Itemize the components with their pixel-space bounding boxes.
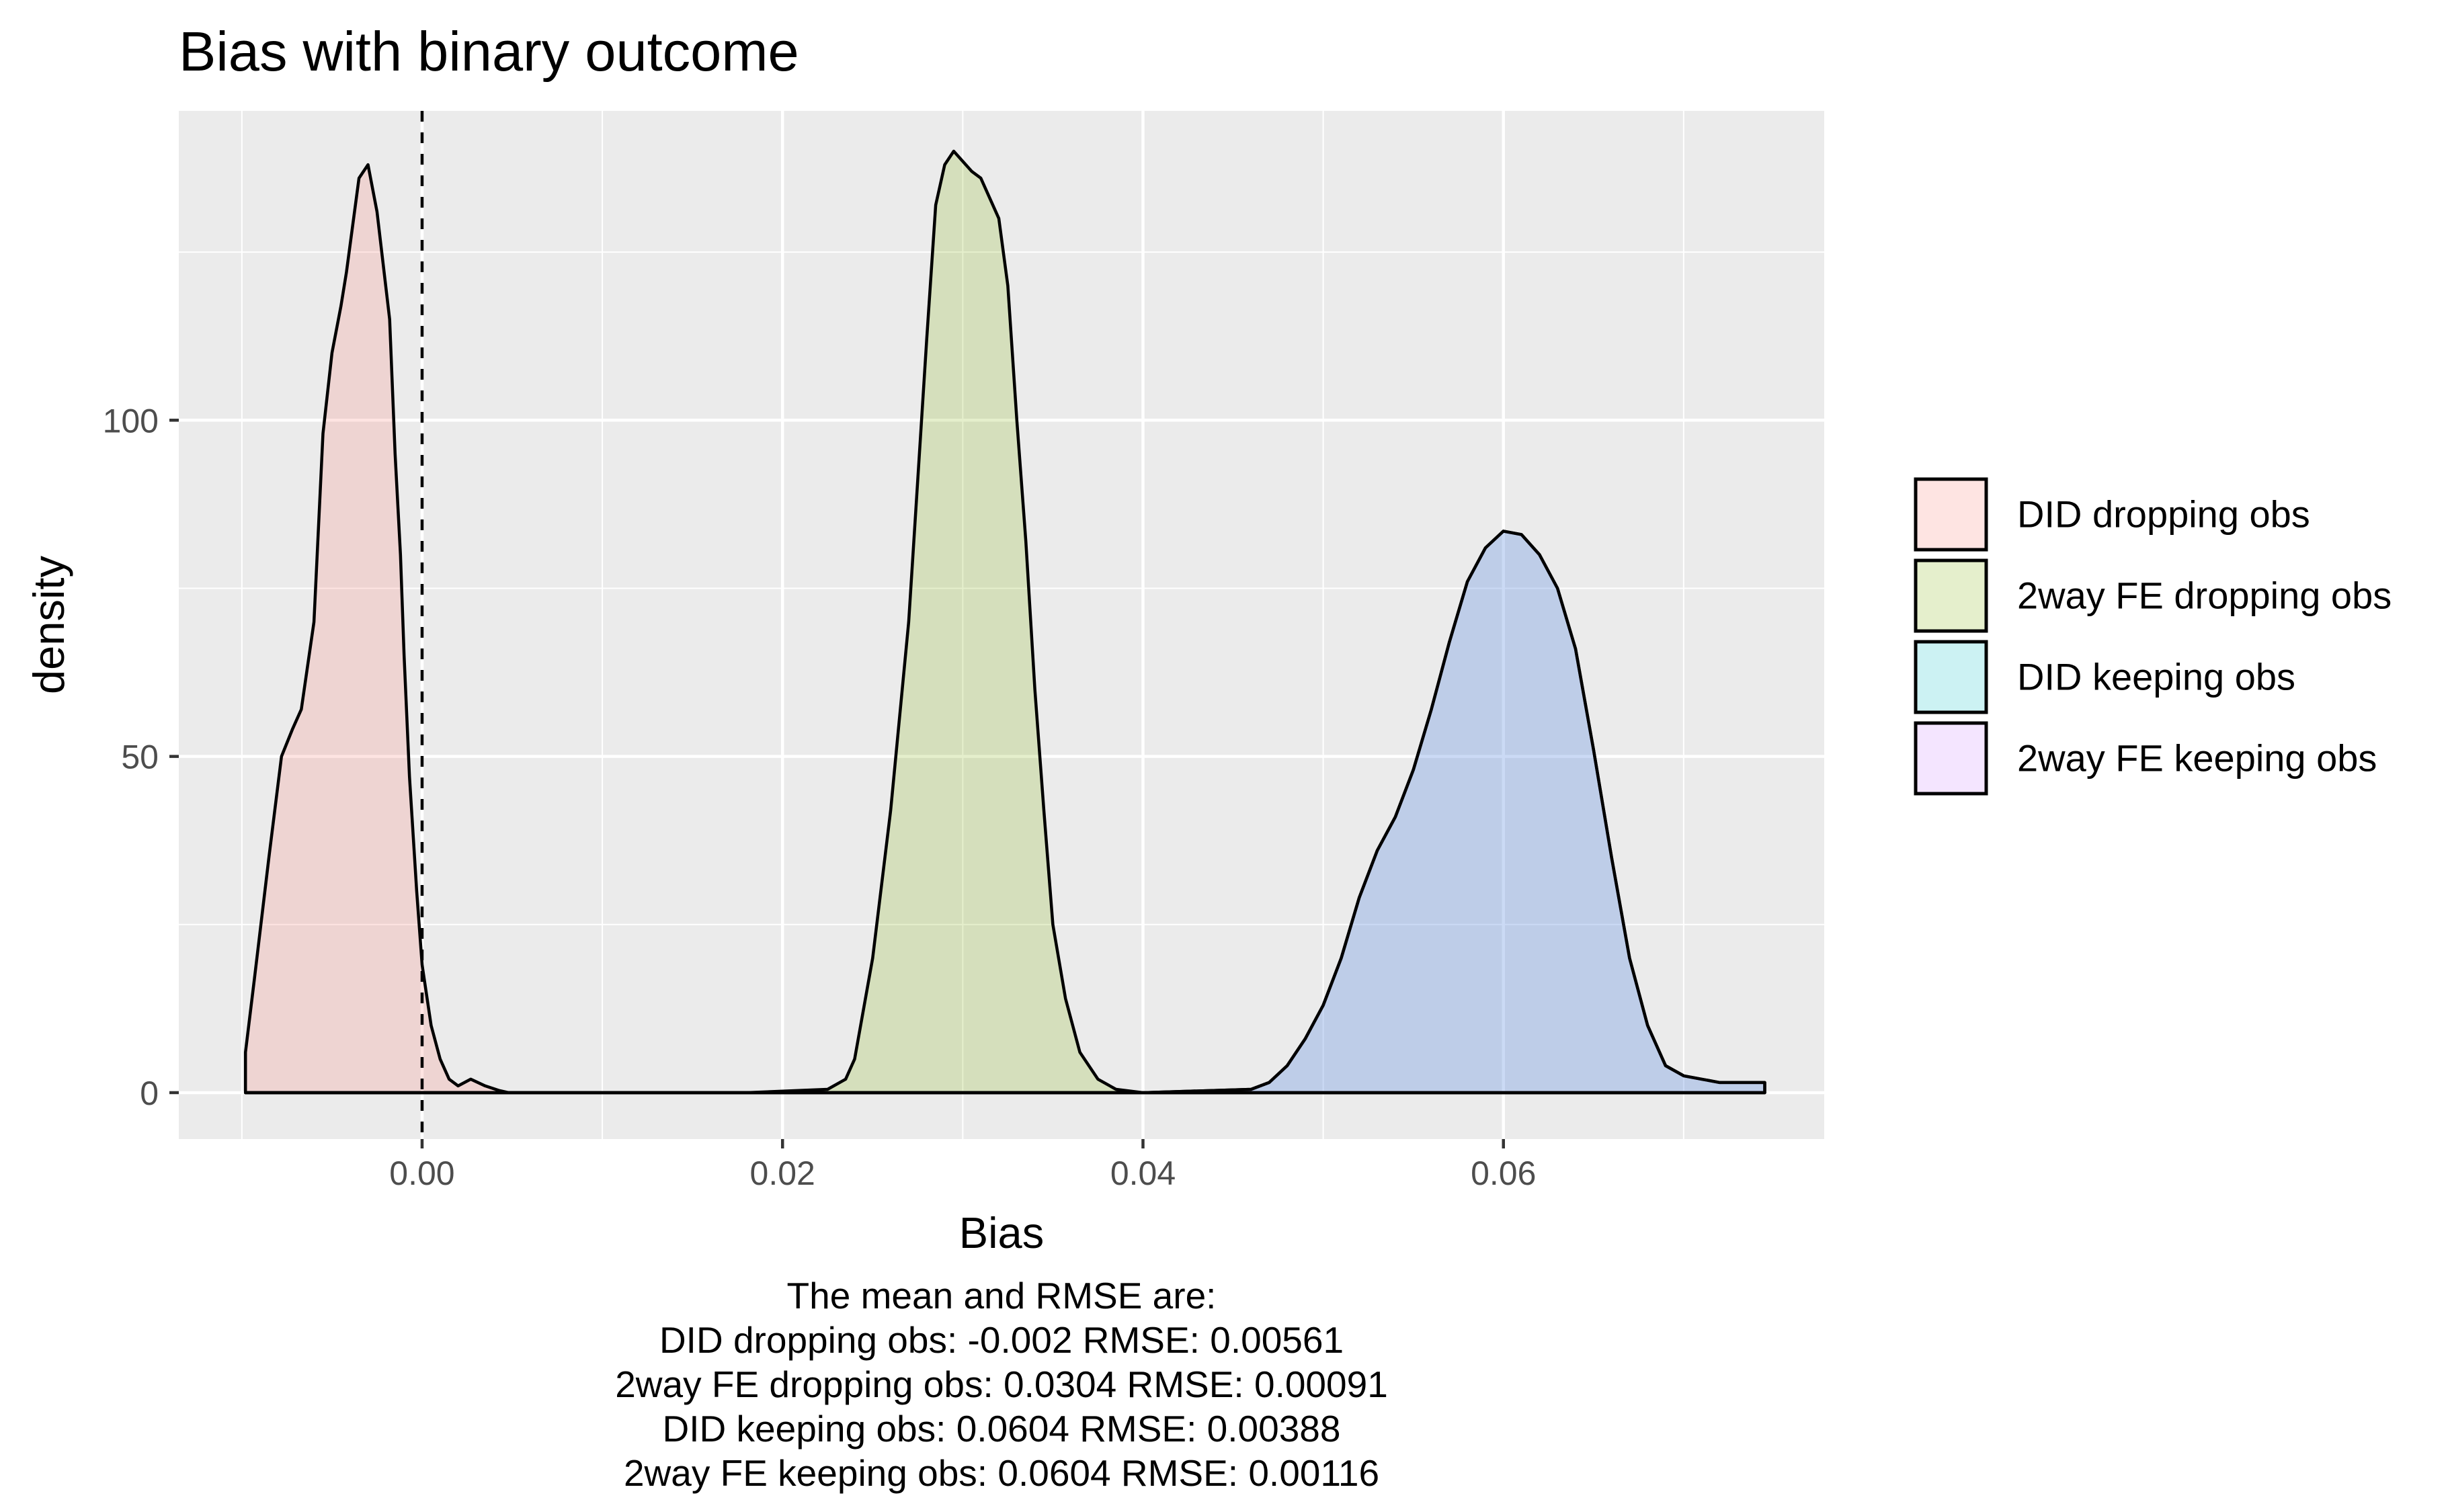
density-series [243,149,1766,1095]
legend: DID dropping obs 2way FE dropping obs DID … [1914,477,2392,796]
x-tick-label: 0.02 [750,1154,815,1192]
legend-key [1914,721,1988,796]
y-tick-label: 0 [140,1075,159,1112]
legend-key-bg [1914,477,1988,552]
caption-line: DID keeping obs: 0.0604 RMSE: 0.00388 [663,1408,1341,1450]
y-tick-label: 50 [121,739,159,776]
legend-label: 2way FE dropping obs [2017,575,2392,617]
caption-line: 2way FE dropping obs: 0.0304 RMSE: 0.000… [615,1363,1388,1405]
legend-key [1914,640,1988,714]
y-axis-title: density [24,556,73,694]
legend-key [1914,477,1988,552]
x-axis-title: Bias [959,1208,1044,1257]
x-tick-label: 0.06 [1471,1154,1536,1192]
x-tick-label: 0.04 [1110,1154,1176,1192]
legend-key [1914,558,1988,633]
legend-label: 2way FE keeping obs [2017,737,2377,780]
caption: The mean and RMSE are:DID dropping obs: … [615,1275,1388,1494]
x-tick-label: 0.00 [389,1154,454,1192]
legend-key-bg [1914,558,1988,633]
legend-label: DID dropping obs [2017,493,2310,536]
caption-line: DID dropping obs: -0.002 RMSE: 0.00561 [659,1319,1344,1361]
plot-panel [179,111,1824,1139]
legend-key-bg [1914,640,1988,714]
density-area-4 [243,530,1766,1095]
chart-title: Bias with binary outcome [179,20,799,83]
legend-key-bg [1914,721,1988,796]
y-tick-label: 100 [103,402,159,439]
legend-label: DID keeping obs [2017,656,2295,698]
axes: 0.00 0.02 0.04 0.06 0 50 100 [103,402,1537,1192]
caption-line: 2way FE keeping obs: 0.0604 RMSE: 0.0011… [624,1452,1379,1494]
caption-line: The mean and RMSE are: [787,1275,1217,1316]
grid-lines [179,111,1824,1139]
